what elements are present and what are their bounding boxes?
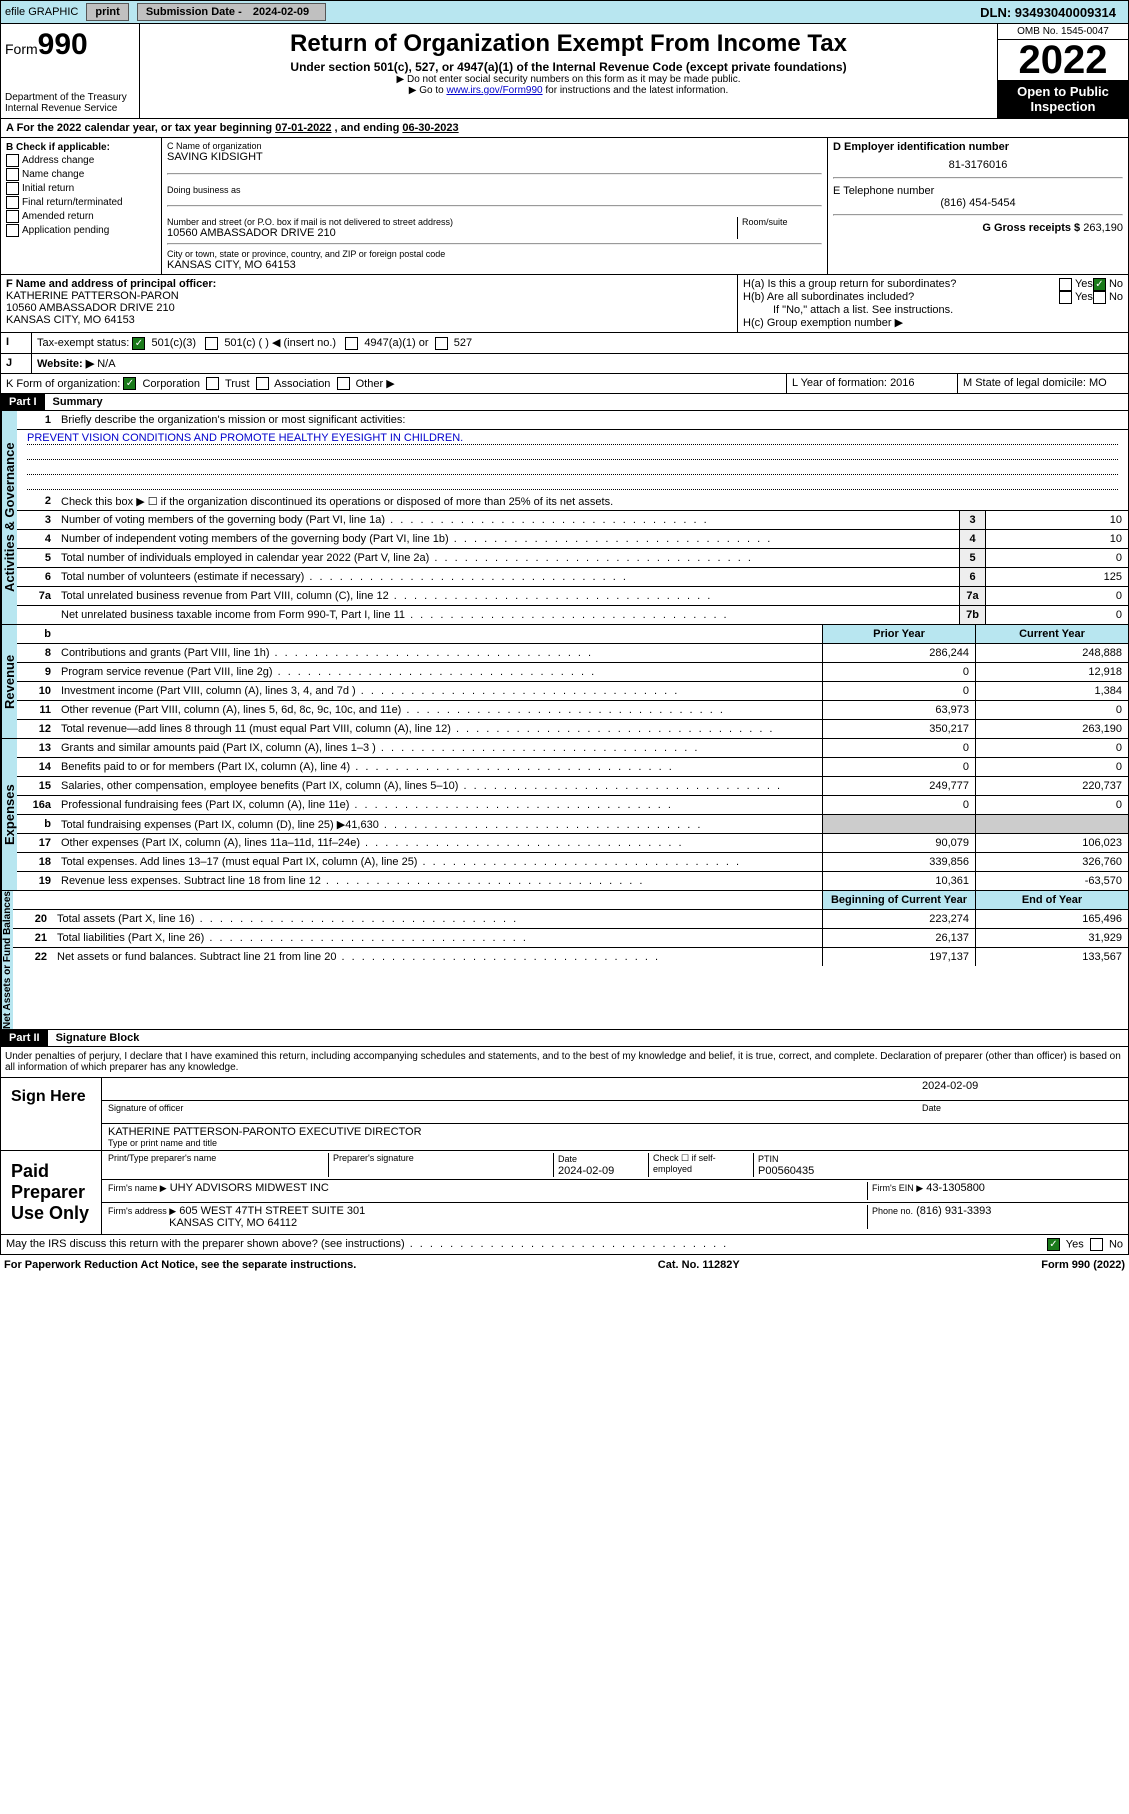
ha-yes[interactable] xyxy=(1059,278,1072,291)
firm-ein: 43-1305800 xyxy=(926,1182,985,1194)
table-row: 6Total number of volunteers (estimate if… xyxy=(17,568,1128,587)
declaration-text: Under penalties of perjury, I declare th… xyxy=(0,1047,1129,1078)
check-4947[interactable] xyxy=(345,337,358,350)
ha-no[interactable] xyxy=(1093,278,1106,291)
check-trust[interactable] xyxy=(206,377,219,390)
state-domicile: MO xyxy=(1089,377,1107,389)
prep-date: 2024-02-09 xyxy=(558,1165,614,1177)
table-row: 3Number of voting members of the governi… xyxy=(17,511,1128,530)
discuss-row: May the IRS discuss this return with the… xyxy=(0,1235,1129,1255)
mission-text: PREVENT VISION CONDITIONS AND PROMOTE HE… xyxy=(27,432,1118,445)
table-row: 20Total assets (Part X, line 16)223,2741… xyxy=(13,910,1128,929)
check-final-return[interactable]: Final return/terminated xyxy=(6,196,156,209)
part2-header: Part IISignature Block xyxy=(0,1030,1129,1047)
hb-no[interactable] xyxy=(1093,291,1106,304)
tax-year: 2022 xyxy=(998,40,1128,80)
table-row: 11Other revenue (Part VIII, column (A), … xyxy=(17,701,1128,720)
check-other[interactable] xyxy=(337,377,350,390)
section-j: J Website: ▶ N/A xyxy=(0,354,1129,374)
org-address: 10560 AMBASSADOR DRIVE 210 xyxy=(167,227,737,239)
page-footer: For Paperwork Reduction Act Notice, see … xyxy=(0,1255,1129,1275)
irs-label: Internal Revenue Service xyxy=(5,103,135,114)
officer-name: KATHERINE PATTERSON-PARON xyxy=(6,290,732,302)
table-row: 5Total number of individuals employed in… xyxy=(17,549,1128,568)
firm-name: UHY ADVISORS MIDWEST INC xyxy=(170,1182,329,1194)
form-title: Return of Organization Exempt From Incom… xyxy=(144,30,993,58)
phone-value: (816) 454-5454 xyxy=(833,197,1123,209)
form-subtitle: Under section 501(c), 527, or 4947(a)(1)… xyxy=(144,60,993,74)
officer-signature-name: KATHERINE PATTERSON-PARONTO EXECUTIVE DI… xyxy=(108,1126,422,1138)
irs-link[interactable]: www.irs.gov/Form990 xyxy=(446,85,542,96)
table-row: 22Net assets or fund balances. Subtract … xyxy=(13,948,1128,966)
top-toolbar: efile GRAPHIC print Submission Date - 20… xyxy=(0,0,1129,24)
section-fh: F Name and address of principal officer:… xyxy=(0,275,1129,333)
gross-receipts: 263,190 xyxy=(1083,222,1123,234)
print-button[interactable]: print xyxy=(86,3,128,21)
table-row: 13Grants and similar amounts paid (Part … xyxy=(17,739,1128,758)
discuss-yes[interactable] xyxy=(1047,1238,1060,1251)
table-row: 17Other expenses (Part IX, column (A), l… xyxy=(17,834,1128,853)
org-city: KANSAS CITY, MO 64153 xyxy=(167,259,822,271)
table-row: 21Total liabilities (Part X, line 26)26,… xyxy=(13,929,1128,948)
paid-preparer-section: Paid Preparer Use Only Print/Type prepar… xyxy=(0,1151,1129,1235)
discuss-no[interactable] xyxy=(1090,1238,1103,1251)
ptin-value: P00560435 xyxy=(758,1165,814,1177)
table-row: 10Investment income (Part VIII, column (… xyxy=(17,682,1128,701)
table-row: 4Number of independent voting members of… xyxy=(17,530,1128,549)
netassets-section: Net Assets or Fund Balances Beginning of… xyxy=(0,891,1129,1030)
website-value: N/A xyxy=(97,358,115,370)
check-corp[interactable] xyxy=(123,377,136,390)
ein-value: 81-3176016 xyxy=(833,159,1123,171)
table-row: 16aProfessional fundraising fees (Part I… xyxy=(17,796,1128,815)
part1-header: Part ISummary xyxy=(0,394,1129,411)
firm-phone: (816) 931-3393 xyxy=(916,1205,991,1217)
form-header: Form990 Department of the Treasury Inter… xyxy=(0,24,1129,119)
table-row: 7aTotal unrelated business revenue from … xyxy=(17,587,1128,606)
sign-date: 2024-02-09 xyxy=(922,1080,1122,1098)
check-501c[interactable] xyxy=(205,337,218,350)
section-b: B Check if applicable: Address change Na… xyxy=(1,138,162,274)
check-initial-return[interactable]: Initial return xyxy=(6,182,156,195)
check-application-pending[interactable]: Application pending xyxy=(6,224,156,237)
section-bcd: B Check if applicable: Address change Na… xyxy=(0,138,1129,275)
efile-label: efile GRAPHIC xyxy=(5,6,78,18)
governance-section: Activities & Governance 1Briefly describ… xyxy=(0,411,1129,625)
expenses-section: Expenses 13Grants and similar amounts pa… xyxy=(0,739,1129,891)
table-row: 8Contributions and grants (Part VIII, li… xyxy=(17,644,1128,663)
form-note1: ▶ Do not enter social security numbers o… xyxy=(144,74,993,85)
dln-label: DLN: 93493040009314 xyxy=(980,5,1116,20)
section-klm: K Form of organization: Corporation Trus… xyxy=(0,374,1129,395)
form-number: Form990 xyxy=(5,28,135,62)
revenue-section: Revenue bPrior YearCurrent Year 8Contrib… xyxy=(0,625,1129,739)
tax-year-line: A For the 2022 calendar year, or tax yea… xyxy=(0,119,1129,138)
submission-date-button[interactable]: Submission Date - 2024-02-09 xyxy=(137,3,326,21)
dept-label: Department of the Treasury xyxy=(5,92,135,103)
check-amended-return[interactable]: Amended return xyxy=(6,210,156,223)
table-row: 15Salaries, other compensation, employee… xyxy=(17,777,1128,796)
check-address-change[interactable]: Address change xyxy=(6,154,156,167)
check-name-change[interactable]: Name change xyxy=(6,168,156,181)
org-name: SAVING KIDSIGHT xyxy=(167,151,822,163)
table-row: 14Benefits paid to or for members (Part … xyxy=(17,758,1128,777)
table-row: bTotal fundraising expenses (Part IX, co… xyxy=(17,815,1128,834)
section-deg: D Employer identification number 81-3176… xyxy=(828,138,1128,274)
firm-address: 605 WEST 47TH STREET SUITE 301 xyxy=(179,1205,365,1217)
check-527[interactable] xyxy=(435,337,448,350)
check-assoc[interactable] xyxy=(256,377,269,390)
inspection-badge: Open to Public Inspection xyxy=(998,80,1128,118)
year-formation: 2016 xyxy=(890,377,914,389)
table-row: Net unrelated business taxable income fr… xyxy=(17,606,1128,624)
table-row: 19Revenue less expenses. Subtract line 1… xyxy=(17,872,1128,890)
section-c: C Name of organization SAVING KIDSIGHT D… xyxy=(162,138,828,274)
section-i: I Tax-exempt status: 501(c)(3) 501(c) ( … xyxy=(0,333,1129,354)
table-row: 9Program service revenue (Part VIII, lin… xyxy=(17,663,1128,682)
sign-here-section: Sign Here 2024-02-09 Signature of office… xyxy=(0,1078,1129,1151)
form-note2: ▶ Go to www.irs.gov/Form990 for instruct… xyxy=(144,85,993,96)
hb-yes[interactable] xyxy=(1059,291,1072,304)
table-row: 12Total revenue—add lines 8 through 11 (… xyxy=(17,720,1128,738)
table-row: 18Total expenses. Add lines 13–17 (must … xyxy=(17,853,1128,872)
check-501c3[interactable] xyxy=(132,337,145,350)
